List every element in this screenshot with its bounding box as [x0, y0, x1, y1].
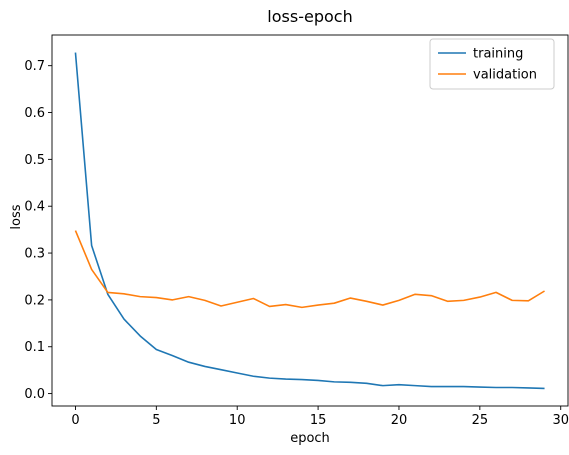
x-tick-label: 30 — [552, 413, 569, 428]
x-axis-label: epoch — [290, 431, 330, 446]
legend-label-validation: validation — [473, 68, 537, 83]
plot-area: 0 5 10 15 20 25 30 0.0 0.1 0.2 0.3 0.4 0.5 0.6 0.7 trai… — [24, 34, 569, 428]
y-tick-label: 0.2 — [24, 293, 45, 308]
x-tick-label: 5 — [152, 413, 160, 428]
chart-title: loss-epoch — [267, 7, 352, 26]
x-tick-label: 25 — [472, 413, 489, 428]
x-tick-label: 0 — [71, 413, 79, 428]
y-tick-label: 0.0 — [24, 387, 45, 402]
series-line-validation — [74, 230, 545, 309]
y-tick-label: 0.3 — [24, 247, 45, 262]
series-line-training — [74, 52, 545, 390]
y-tick-label: 0.4 — [24, 200, 45, 215]
x-tick-label: 15 — [310, 413, 327, 428]
y-axis-label: loss — [9, 204, 24, 229]
axes-frame — [51, 34, 569, 407]
y-tick-label: 0.7 — [24, 59, 45, 74]
x-tick-label: 10 — [229, 413, 246, 428]
legend-label-training: training — [473, 47, 523, 62]
legend-box — [429, 38, 555, 90]
x-tick-label: 20 — [391, 413, 408, 428]
y-tick-label: 0.1 — [24, 340, 45, 355]
y-tick-label: 0.6 — [24, 106, 45, 121]
y-tick-label: 0.5 — [24, 153, 45, 168]
